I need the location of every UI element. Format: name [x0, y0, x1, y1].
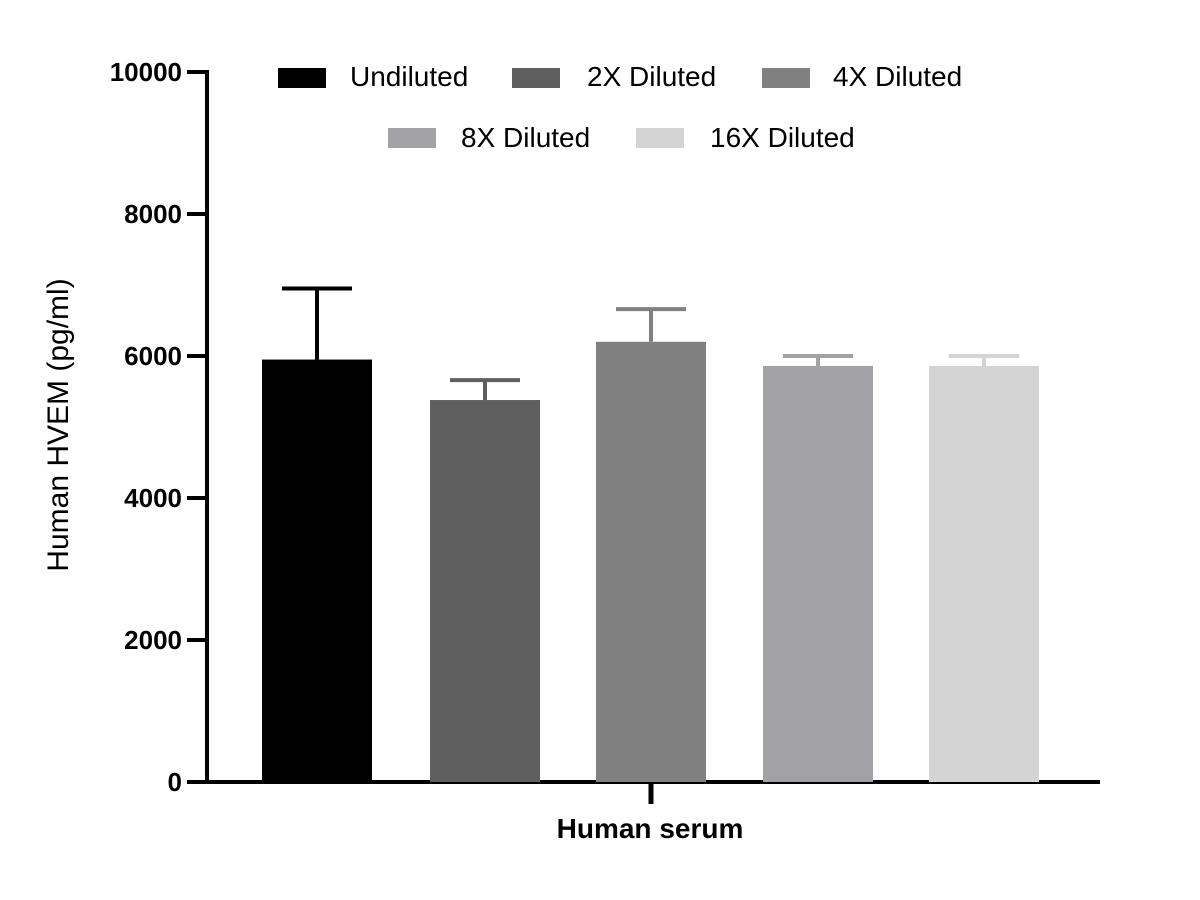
legend-label: 4X Diluted	[833, 61, 962, 92]
bar	[763, 365, 873, 782]
y-tick-label: 10000	[110, 57, 182, 87]
legend-swatch	[636, 128, 684, 148]
legend-swatch	[388, 128, 436, 148]
y-axis-title: Human HVEM (pg/ml)	[42, 278, 75, 571]
y-tick-label: 6000	[124, 341, 182, 371]
bar	[262, 359, 372, 782]
y-tick-label: 0	[168, 767, 182, 797]
y-axis: 0 2000 4000 6000 8000 10000	[110, 57, 209, 797]
legend-swatch	[512, 68, 560, 88]
legend: Undiluted 2X Diluted 4X Diluted 8X Diluted 1…	[278, 61, 962, 153]
bars	[262, 286, 1039, 782]
legend-label: 16X Diluted	[710, 122, 855, 153]
x-axis	[205, 780, 1100, 804]
bar	[596, 341, 706, 782]
legend-label: 8X Diluted	[461, 122, 590, 153]
x-axis-title: Human serum	[557, 813, 744, 844]
bar	[929, 365, 1039, 782]
y-tick-label: 2000	[124, 625, 182, 655]
y-tick-label: 4000	[124, 483, 182, 513]
legend-label: 2X Diluted	[587, 61, 716, 92]
y-tick-label: 8000	[124, 199, 182, 229]
legend-label: Undiluted	[350, 61, 468, 92]
legend-swatch	[762, 68, 810, 88]
bar	[430, 400, 540, 782]
legend-swatch	[278, 68, 326, 88]
